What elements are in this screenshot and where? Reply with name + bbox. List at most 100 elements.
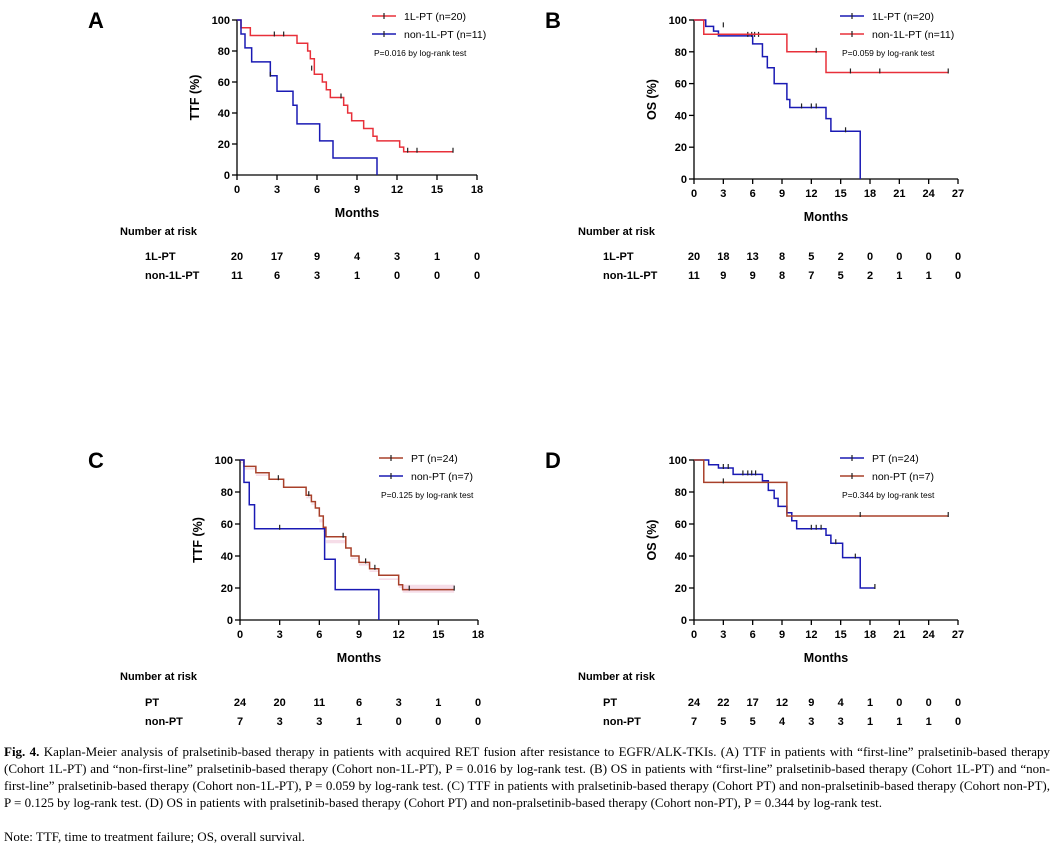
risk-value: 8 bbox=[779, 270, 785, 282]
x-tick-label: 3 bbox=[274, 184, 280, 196]
risk-value: 0 bbox=[896, 697, 902, 709]
y-tick-label: 20 bbox=[218, 139, 230, 151]
x-tick-label: 6 bbox=[316, 629, 322, 641]
risk-value: 4 bbox=[838, 697, 845, 709]
y-axis-label: OS (%) bbox=[645, 520, 659, 561]
risk-value: 17 bbox=[271, 251, 283, 263]
y-tick-label: 20 bbox=[675, 142, 687, 154]
risk-value: 11 bbox=[314, 697, 326, 709]
x-tick-label: 21 bbox=[893, 629, 905, 641]
risk-value: 11 bbox=[231, 270, 243, 282]
risk-value: 0 bbox=[475, 716, 481, 728]
y-tick-label: 0 bbox=[224, 170, 230, 182]
legend-entry: non-PT (n=7) bbox=[872, 471, 934, 483]
risk-value: 0 bbox=[474, 270, 480, 282]
x-tick-label: 3 bbox=[720, 188, 726, 200]
y-tick-label: 100 bbox=[669, 15, 687, 27]
legend-entry: 1L-PT (n=20) bbox=[404, 11, 466, 23]
risk-value: 3 bbox=[808, 716, 814, 728]
risk-value: 5 bbox=[720, 716, 726, 728]
risk-value: 1 bbox=[926, 716, 932, 728]
p-value: P=0.059 by log-rank test bbox=[842, 48, 935, 58]
risk-value: 0 bbox=[396, 716, 402, 728]
risk-value: 0 bbox=[867, 251, 873, 263]
risk-value: 0 bbox=[955, 251, 961, 263]
y-tick-label: 40 bbox=[675, 110, 687, 122]
km-curve-1 bbox=[694, 19, 861, 179]
figure-note: Note: TTF, time to treatment failure; OS… bbox=[4, 829, 305, 844]
risk-row-label: PT bbox=[145, 697, 159, 709]
risk-value: 1 bbox=[434, 251, 440, 263]
x-tick-label: 12 bbox=[391, 184, 403, 196]
legend-entry: 1L-PT (n=20) bbox=[872, 11, 934, 23]
x-tick-label: 24 bbox=[923, 188, 936, 200]
x-tick-label: 27 bbox=[952, 629, 964, 641]
km-curve-2 bbox=[694, 459, 949, 517]
x-tick-label: 21 bbox=[893, 188, 905, 200]
x-tick-label: 6 bbox=[750, 188, 756, 200]
risk-value: 3 bbox=[314, 270, 320, 282]
risk-value: 8 bbox=[779, 251, 785, 263]
y-tick-label: 80 bbox=[675, 487, 687, 499]
risk-value: 0 bbox=[435, 716, 441, 728]
y-tick-label: 40 bbox=[675, 551, 687, 563]
risk-value: 20 bbox=[231, 251, 243, 263]
risk-value: 9 bbox=[808, 697, 814, 709]
risk-value: 9 bbox=[720, 270, 726, 282]
x-tick-label: 12 bbox=[393, 629, 405, 641]
x-tick-label: 9 bbox=[356, 629, 362, 641]
risk-row-label: non-PT bbox=[603, 716, 641, 728]
risk-row-label: non-1L-PT bbox=[145, 270, 200, 282]
risk-value: 24 bbox=[688, 697, 701, 709]
risk-value: 7 bbox=[808, 270, 814, 282]
x-tick-label: 9 bbox=[779, 188, 785, 200]
x-tick-label: 6 bbox=[314, 184, 320, 196]
panel-letter: B bbox=[545, 8, 561, 33]
x-tick-label: 0 bbox=[234, 184, 240, 196]
risk-value: 0 bbox=[926, 697, 932, 709]
x-tick-label: 18 bbox=[864, 629, 876, 641]
risk-value: 12 bbox=[776, 697, 788, 709]
risk-value: 9 bbox=[314, 251, 320, 263]
risk-value: 0 bbox=[474, 251, 480, 263]
risk-row-label: non-PT bbox=[145, 716, 183, 728]
confidence-band bbox=[240, 461, 455, 593]
p-value: P=0.344 by log-rank test bbox=[842, 490, 935, 500]
risk-value: 24 bbox=[234, 697, 247, 709]
x-axis-label: Months bbox=[804, 651, 848, 665]
risk-value: 1 bbox=[435, 697, 441, 709]
y-tick-label: 60 bbox=[675, 519, 687, 531]
p-value: P=0.016 by log-rank test bbox=[374, 48, 467, 58]
risk-value: 11 bbox=[688, 270, 700, 282]
risk-value: 1 bbox=[896, 716, 902, 728]
y-tick-label: 100 bbox=[215, 455, 233, 467]
panel-letter: A bbox=[88, 8, 104, 33]
x-tick-label: 6 bbox=[750, 629, 756, 641]
risk-value: 1 bbox=[896, 270, 902, 282]
risk-table-header: Number at risk bbox=[578, 671, 656, 683]
y-tick-label: 0 bbox=[227, 615, 233, 627]
risk-value: 0 bbox=[926, 251, 932, 263]
km-curve-1 bbox=[237, 19, 453, 153]
x-tick-label: 18 bbox=[472, 629, 484, 641]
x-tick-label: 27 bbox=[952, 188, 964, 200]
risk-value: 20 bbox=[274, 697, 286, 709]
risk-row-label: 1L-PT bbox=[145, 251, 176, 263]
x-tick-label: 15 bbox=[835, 188, 847, 200]
risk-value: 4 bbox=[354, 251, 361, 263]
y-tick-label: 80 bbox=[221, 487, 233, 499]
y-tick-label: 80 bbox=[218, 46, 230, 58]
risk-value: 7 bbox=[691, 716, 697, 728]
x-tick-label: 3 bbox=[277, 629, 283, 641]
risk-row-label: PT bbox=[603, 697, 617, 709]
risk-row-label: 1L-PT bbox=[603, 251, 634, 263]
x-tick-label: 9 bbox=[354, 184, 360, 196]
risk-value: 0 bbox=[955, 697, 961, 709]
risk-value: 5 bbox=[808, 251, 814, 263]
x-tick-label: 15 bbox=[835, 629, 847, 641]
x-axis-label: Months bbox=[335, 206, 379, 220]
p-value: P=0.125 by log-rank test bbox=[381, 490, 474, 500]
